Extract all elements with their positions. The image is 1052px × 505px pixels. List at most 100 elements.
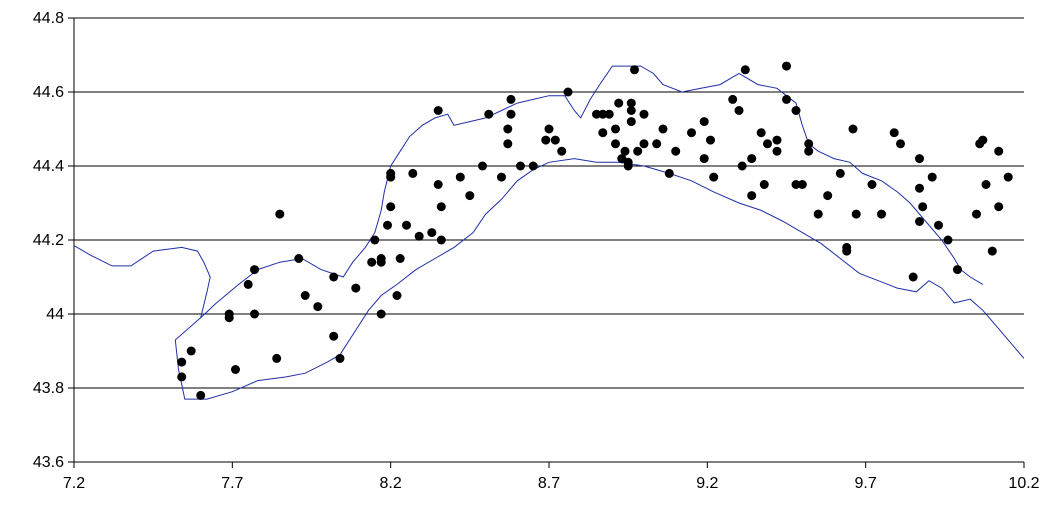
y-tick-label: 44.6 (33, 84, 64, 101)
data-point (978, 135, 988, 145)
data-point (275, 209, 285, 219)
data-point (497, 172, 506, 182)
data-point (747, 154, 757, 164)
data-point (196, 390, 206, 400)
data-point (687, 128, 696, 138)
data-point (639, 139, 649, 149)
data-point (367, 257, 377, 267)
data-point (740, 65, 750, 75)
data-point (626, 106, 636, 115)
data-point (763, 139, 772, 149)
x-tick-label: 9.2 (696, 475, 718, 492)
data-point (224, 313, 234, 323)
data-point (436, 202, 446, 212)
data-point (734, 106, 744, 115)
data-point (611, 124, 620, 134)
data-point (402, 220, 411, 230)
data-point (557, 146, 567, 156)
data-point (851, 209, 861, 219)
data-point (541, 135, 551, 145)
data-point (503, 124, 513, 134)
data-point (478, 161, 487, 171)
data-point (516, 161, 525, 171)
data-point (626, 117, 636, 127)
data-point (889, 128, 899, 138)
y-tick-label: 44 (46, 306, 64, 323)
data-point (455, 172, 465, 182)
data-point (804, 139, 814, 149)
data-point (427, 228, 437, 238)
data-point (782, 61, 791, 71)
data-point (918, 202, 928, 212)
y-tick-label: 44.2 (33, 232, 64, 249)
data-point (329, 272, 339, 282)
data-point (243, 279, 253, 289)
data-point (376, 309, 386, 319)
data-point (699, 154, 709, 164)
data-point (177, 372, 187, 382)
data-point (351, 283, 361, 293)
data-point (981, 180, 991, 189)
data-point (177, 357, 187, 367)
data-point (335, 353, 345, 363)
data-point (414, 231, 424, 241)
region-outline-inland (200, 65, 984, 319)
data-point (671, 146, 681, 156)
data-point (728, 94, 738, 104)
data-point (633, 146, 643, 156)
data-point (376, 257, 386, 267)
data-point (943, 235, 953, 245)
data-point (1003, 172, 1013, 182)
data-point (934, 220, 943, 230)
data-point (953, 265, 962, 275)
data-point (915, 154, 924, 164)
data-point (791, 180, 801, 189)
data-point (611, 139, 620, 149)
data-point (433, 106, 443, 115)
data-point (664, 168, 674, 178)
x-tick-label: 8.7 (538, 475, 560, 492)
region-outline-coast (74, 158, 1024, 400)
y-tick-label: 44.8 (33, 10, 64, 27)
data-point (797, 180, 807, 189)
data-point (313, 302, 323, 312)
data-point (506, 109, 516, 119)
y-tick-label: 43.8 (33, 380, 64, 397)
x-tick-label: 9.7 (855, 475, 877, 492)
x-tick-label: 10.2 (1008, 475, 1039, 492)
data-point (747, 191, 757, 201)
data-point (528, 161, 538, 171)
data-point (639, 109, 649, 119)
x-tick-label: 7.2 (63, 475, 85, 492)
data-point (835, 168, 845, 178)
y-tick-label: 43.6 (33, 454, 64, 471)
data-point (300, 291, 310, 300)
data-point (791, 106, 801, 115)
data-point (972, 209, 981, 219)
data-point (503, 139, 513, 149)
data-point (408, 168, 418, 178)
data-point (737, 161, 747, 171)
y-tick-label: 44.4 (33, 158, 64, 175)
data-point (250, 265, 259, 275)
data-point (484, 109, 494, 119)
data-point (652, 139, 662, 149)
data-point (294, 254, 304, 263)
data-point (620, 146, 630, 156)
data-point (756, 128, 766, 138)
data-point (370, 235, 380, 245)
data-point (563, 87, 573, 97)
data-point (915, 217, 924, 226)
data-point (782, 94, 791, 104)
data-point (842, 246, 852, 256)
data-point (709, 172, 719, 182)
data-point (896, 139, 905, 149)
data-point (658, 124, 668, 134)
data-point (706, 135, 715, 145)
data-point (465, 191, 475, 201)
data-point (623, 161, 633, 171)
data-point (506, 94, 516, 104)
data-point (250, 309, 259, 319)
